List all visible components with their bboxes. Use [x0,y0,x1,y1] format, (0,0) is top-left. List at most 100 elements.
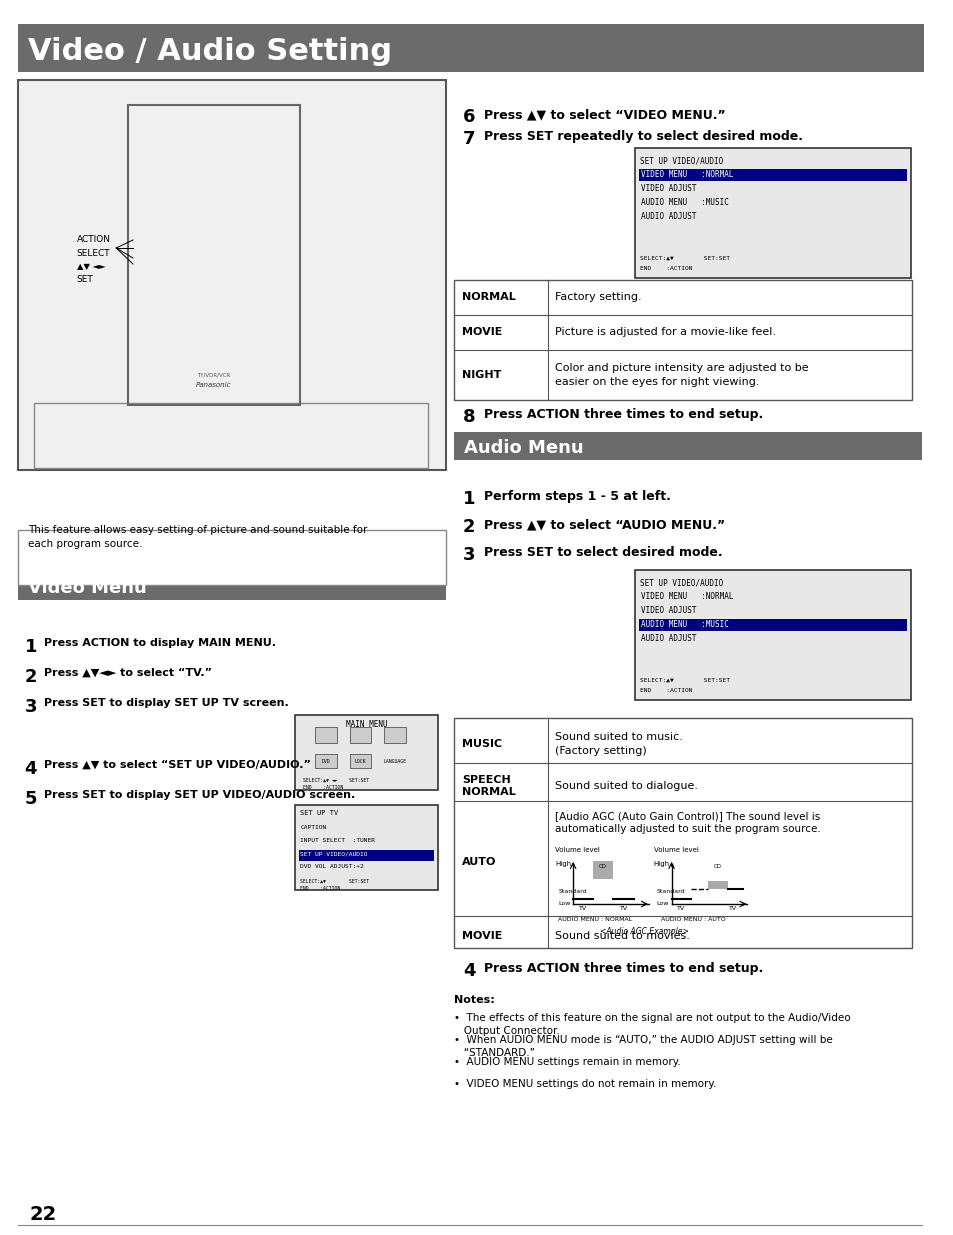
Text: This feature allows easy setting of picture and sound suitable for
each program : This feature allows easy setting of pict… [28,525,367,550]
Text: AUDIO MENU   :MUSIC: AUDIO MENU :MUSIC [640,620,728,629]
Text: SET UP VIDEO/AUDIO: SET UP VIDEO/AUDIO [639,156,722,165]
Bar [217,282,242,290]
Text: 7: 7 [462,130,475,148]
Text: Volume level: Volume level [555,847,599,853]
Bar [143,132,167,140]
Bar [254,252,279,261]
Text: TV: TV [728,906,736,911]
Text: NORMAL: NORMAL [461,291,515,303]
Bar [143,162,167,170]
Bar [180,222,205,230]
Bar [295,805,437,890]
Text: 1: 1 [25,638,37,656]
Text: SELECT:▲▼        SET:SET: SELECT:▲▼ SET:SET [639,256,729,261]
Text: Press ACTION three times to end setup.: Press ACTION three times to end setup. [484,962,763,974]
Bar [180,132,205,140]
Text: •  AUDIO MENU settings remain in memory.: • AUDIO MENU settings remain in memory. [454,1057,680,1067]
Text: SELECT: SELECT [77,248,111,258]
Bar [295,715,437,790]
Text: Press ACTION three times to end setup.: Press ACTION three times to end setup. [484,408,763,421]
Bar [314,755,336,768]
Text: INPUT SELECT  :TUNER: INPUT SELECT :TUNER [300,839,375,844]
Text: 3: 3 [25,698,37,716]
Bar [314,727,336,743]
Text: Factory setting.: Factory setting. [555,291,641,303]
Text: Press ▲▼◄► to select “TV.”: Press ▲▼◄► to select “TV.” [44,668,213,678]
Text: •  The effects of this feature on the signal are not output to the Audio/Video
 : • The effects of this feature on the sig… [454,1013,850,1036]
Bar [635,571,910,700]
Bar [128,105,300,405]
Text: 1: 1 [462,490,475,508]
Text: Sound suited to music.
(Factory setting): Sound suited to music. (Factory setting) [555,732,682,756]
Text: 2: 2 [25,668,37,685]
Bar [180,252,205,261]
Text: TY/VDR/VCR: TY/VDR/VCR [197,373,230,378]
Text: Standard: Standard [558,889,586,894]
Bar [128,105,300,405]
Bar [707,881,727,889]
Text: MOVIE: MOVIE [461,327,501,337]
Text: ▲▼ ◄►: ▲▼ ◄► [77,263,106,272]
Text: Sound suited to dialogue.: Sound suited to dialogue. [555,781,698,790]
Text: ACTION: ACTION [77,236,111,245]
Bar [143,222,167,230]
Text: Video Menu: Video Menu [28,579,146,597]
Text: Sound suited to movies.: Sound suited to movies. [555,931,690,941]
Text: Video / Audio Setting: Video / Audio Setting [28,37,391,67]
Text: MAIN MENU: MAIN MENU [345,720,387,729]
Bar [18,80,446,471]
Text: CAPTION: CAPTION [300,825,326,830]
Bar [639,169,906,182]
Bar [143,282,167,290]
Text: Notes:: Notes: [454,995,495,1005]
Text: 4: 4 [25,760,37,778]
Bar [217,252,242,261]
Bar [217,222,242,230]
Text: •  VIDEO MENU settings do not remain in memory.: • VIDEO MENU settings do not remain in m… [454,1079,716,1089]
Text: Panasonic: Panasonic [195,382,232,388]
Bar [314,727,336,743]
Bar [349,727,371,743]
Text: VIDEO MENU   :NORMAL: VIDEO MENU :NORMAL [640,170,733,179]
Bar [50,459,403,464]
Text: Press ▲▼ to select “VIDEO MENU.”: Press ▲▼ to select “VIDEO MENU.” [484,107,725,121]
Bar [635,148,910,278]
Bar [180,162,205,170]
Bar [180,282,205,290]
Text: 5: 5 [25,790,37,808]
Text: Audio Menu: Audio Menu [463,438,583,457]
Bar [143,191,167,200]
Text: END    :ACTION: END :ACTION [300,885,340,890]
Text: SET UP VIDEO/AUDIO: SET UP VIDEO/AUDIO [300,851,368,856]
Bar [143,252,167,261]
Text: SELECT:▲▼        SET:SET: SELECT:▲▼ SET:SET [639,678,729,683]
Bar [254,222,279,230]
Text: Press ▲▼ to select “AUDIO MENU.”: Press ▲▼ to select “AUDIO MENU.” [484,517,725,531]
Text: 4: 4 [462,962,475,981]
Text: Picture is adjusted for a movie-like feel.: Picture is adjusted for a movie-like fee… [555,327,776,337]
Text: SET UP VIDEO/AUDIO: SET UP VIDEO/AUDIO [639,578,722,587]
Bar [180,191,205,200]
Bar [254,162,279,170]
Text: 22: 22 [30,1205,57,1224]
Text: VIDEO ADJUST: VIDEO ADJUST [640,606,696,615]
Bar [34,403,428,468]
Bar [295,805,437,890]
Bar [18,23,923,72]
Bar [384,727,405,743]
Text: Press ACTION to display MAIN MENU.: Press ACTION to display MAIN MENU. [44,638,276,648]
Text: 3: 3 [462,546,475,564]
Text: Press SET to display SET UP TV screen.: Press SET to display SET UP TV screen. [44,698,289,708]
Bar [635,148,910,278]
Text: SET: SET [77,274,93,284]
Bar [349,755,371,768]
Text: Press SET to select desired mode.: Press SET to select desired mode. [484,546,722,559]
Text: Volume level: Volume level [653,847,698,853]
Text: END    :ACTION: END :ACTION [303,785,343,790]
Bar [217,162,242,170]
Bar [454,280,911,400]
Text: Press SET to display SET UP VIDEO/AUDIO screen.: Press SET to display SET UP VIDEO/AUDIO … [44,790,355,800]
Text: •  When AUDIO MENU mode is “AUTO,” the AUDIO ADJUST setting will be
   “STANDARD: • When AUDIO MENU mode is “AUTO,” the AU… [454,1035,832,1058]
Text: END    :ACTION: END :ACTION [639,266,692,270]
Text: VIDEO ADJUST: VIDEO ADJUST [640,184,696,193]
